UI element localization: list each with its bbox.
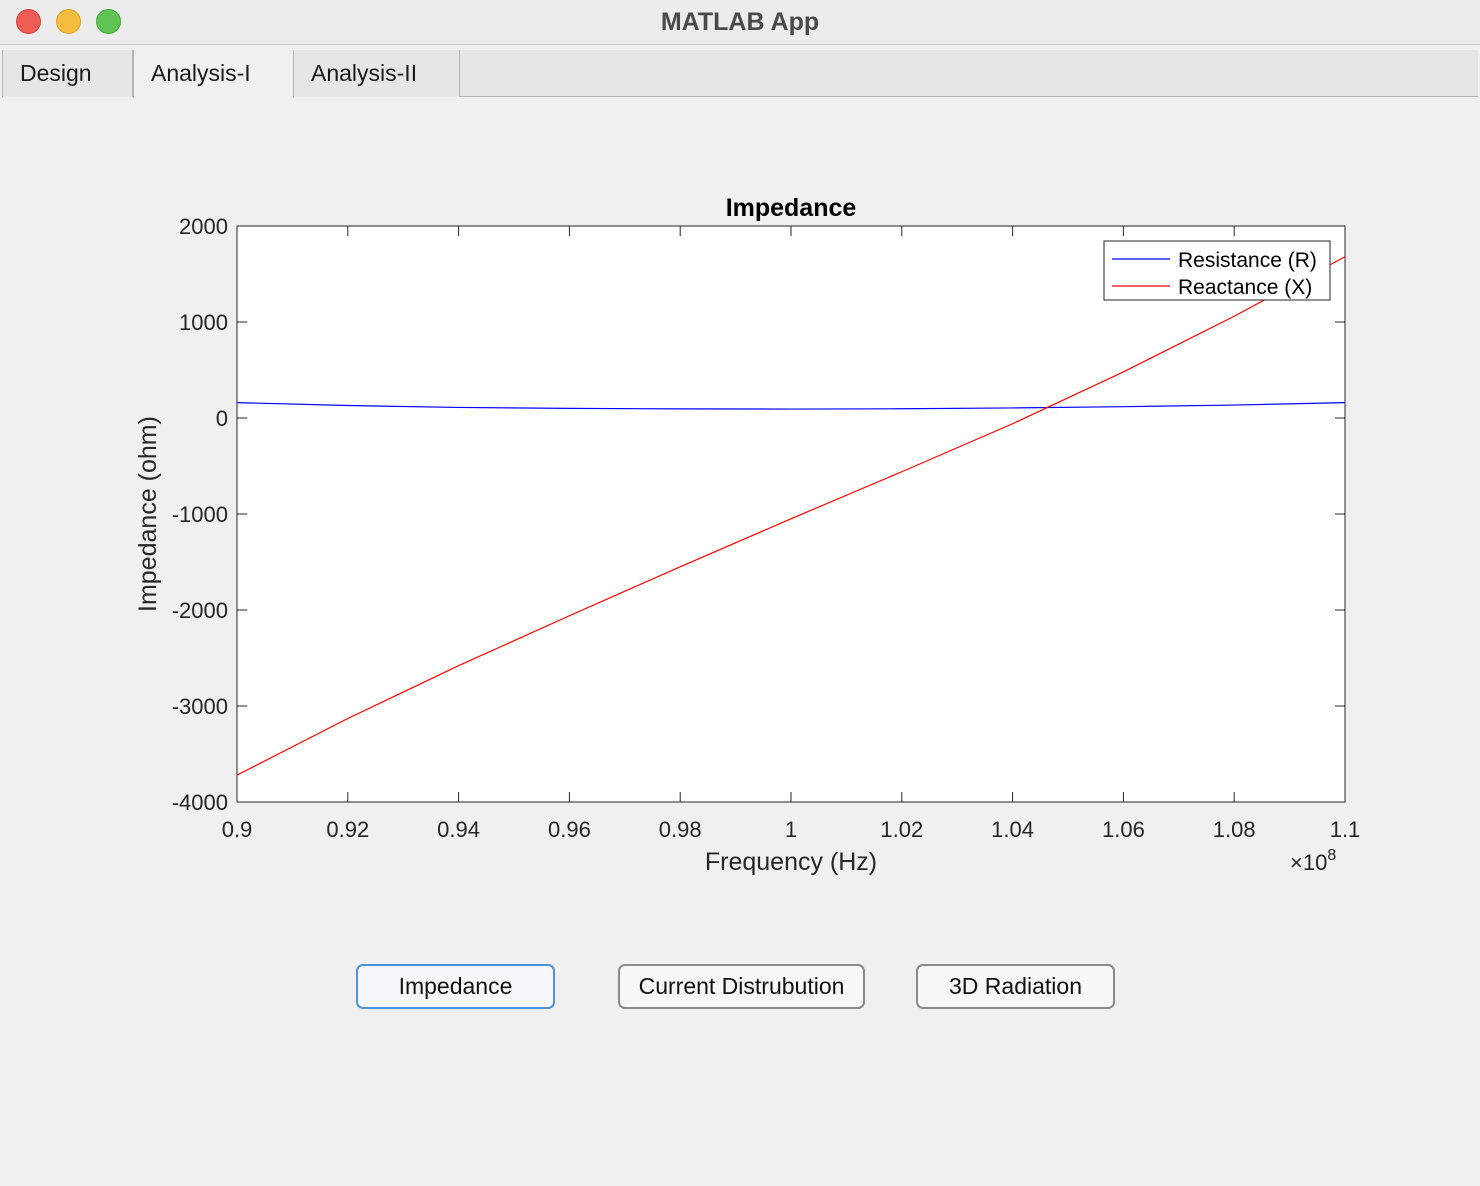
x-tick-label: 0.98 bbox=[659, 817, 702, 842]
series-line-reactance bbox=[236, 256, 1346, 776]
legend-label: Resistance (R) bbox=[1178, 249, 1317, 272]
x-tick-label: 0.9 bbox=[222, 817, 253, 842]
minimize-window-button[interactable] bbox=[56, 9, 81, 34]
x-tick-label: 1.1 bbox=[1330, 817, 1361, 842]
legend-label: Reactance (X) bbox=[1178, 276, 1312, 299]
chart-title: Impedance bbox=[726, 194, 857, 222]
y-tick-label: -4000 bbox=[172, 790, 228, 815]
y-tick-label: 1000 bbox=[179, 310, 228, 335]
tab-bar: Design Analysis-I Analysis-II bbox=[2, 50, 1478, 98]
series-line-resistance bbox=[236, 402, 1346, 410]
3d-radiation-button[interactable]: 3D Radiation bbox=[916, 964, 1115, 1009]
y-tick-label: 0 bbox=[216, 406, 228, 431]
window-title: MATLAB App bbox=[660, 8, 820, 36]
tab-analysis-ii[interactable]: Analysis-II bbox=[294, 50, 460, 97]
x-tick-label: 1.06 bbox=[1102, 817, 1145, 842]
y-tick-label: 2000 bbox=[179, 214, 228, 239]
close-window-button[interactable] bbox=[16, 9, 41, 34]
y-axis-label: Impedance (ohm) bbox=[134, 416, 162, 612]
tab-design[interactable]: Design bbox=[2, 50, 133, 97]
y-tick-label: -1000 bbox=[172, 502, 228, 527]
y-tick-label: -3000 bbox=[172, 694, 228, 719]
x-tick-label: 1 bbox=[785, 817, 797, 842]
impedance-button[interactable]: Impedance bbox=[356, 964, 555, 1009]
x-tick-label: 1.04 bbox=[991, 817, 1034, 842]
x-tick-label: 1.02 bbox=[880, 817, 923, 842]
x-axis-label: Frequency (Hz) bbox=[705, 848, 877, 876]
x-tick-label: 0.96 bbox=[548, 817, 591, 842]
x-tick-label: 0.92 bbox=[326, 817, 369, 842]
tab-analysis-i[interactable]: Analysis-I bbox=[133, 50, 294, 98]
y-tick-label: -2000 bbox=[172, 598, 228, 623]
x-exponent-label: ×108 bbox=[1290, 847, 1336, 875]
x-tick-label: 1.08 bbox=[1213, 817, 1256, 842]
current-distribution-button[interactable]: Current Distrubution bbox=[618, 964, 865, 1009]
legend-box bbox=[1103, 240, 1331, 301]
title-bar: MATLAB App bbox=[0, 0, 1480, 45]
x-tick-label: 0.94 bbox=[437, 817, 480, 842]
maximize-window-button[interactable] bbox=[96, 9, 121, 34]
plot-area bbox=[236, 225, 1346, 803]
